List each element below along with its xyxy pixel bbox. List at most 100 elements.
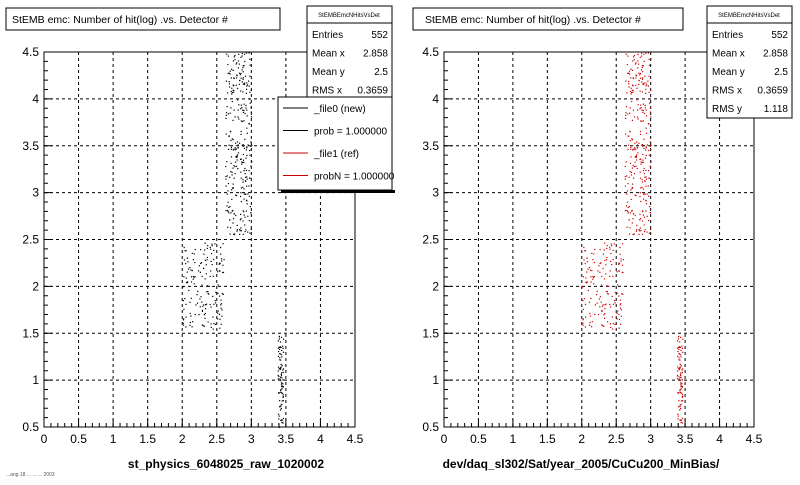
scatter-point [597,270,599,272]
scatter-point [183,318,185,320]
scatter-point [277,355,279,357]
scatter-point [643,53,645,55]
scatter-point [635,84,637,86]
scatter-point [639,230,641,232]
scatter-point [619,307,622,309]
scatter-point [637,144,639,146]
scatter-point [231,92,233,94]
scatter-point [679,367,681,370]
scatter-point [643,147,645,149]
scatter-point [620,315,622,317]
scatter-point [235,194,237,196]
scatter-point [192,321,194,323]
scatter-point [250,106,252,108]
scatter-point [235,84,237,86]
scatter-point [590,297,592,299]
scatter-point [193,283,195,285]
scatter-point [204,312,206,315]
scatter-point [616,312,618,314]
scatter-point [221,260,223,262]
scatter-point [237,67,239,69]
scatter-point [624,210,626,212]
scatter-point [280,391,282,393]
scatter-point [600,284,603,286]
scatter-point [678,346,680,349]
scatter-point [237,99,239,101]
scatter-point [632,89,634,91]
scatter-point [641,55,643,57]
scatter-point [585,316,587,318]
scatter-point [637,104,639,106]
scatter-point [281,422,283,424]
scatter-point [624,165,626,168]
left-stats-name: StEMBEmcNHitsVsDet [318,13,380,19]
scatter-point [282,369,284,371]
scatter-point [630,156,632,158]
scatter-point [680,420,682,422]
scatter-point [645,127,647,129]
scatter-point [642,111,644,113]
scatter-point [637,109,639,111]
scatter-point [242,179,244,181]
scatter-point [614,291,616,293]
scatter-point [581,286,584,288]
scatter-point [240,120,242,122]
scatter-point [589,312,591,314]
scatter-point [194,276,196,278]
scatter-point [648,58,650,60]
scatter-point [626,193,628,195]
scatter-point [648,195,650,197]
scatter-point [195,304,197,306]
scatter-point [237,146,239,149]
scatter-point [680,400,683,402]
scatter-point [641,179,643,181]
scatter-point [212,316,214,318]
scatter-point [239,233,241,235]
scatter-point [236,62,238,64]
scatter-point [680,388,682,390]
scatter-point [649,111,652,113]
scatter-point [619,304,621,306]
scatter-point [649,206,651,208]
scatter-point [240,187,242,189]
scatter-point [206,259,208,261]
y-tick-label: 0.5 [422,420,439,434]
scatter-point [678,335,680,337]
scatter-point [202,325,204,327]
scatter-point [582,308,584,310]
scatter-point [641,181,644,183]
scatter-point [631,167,633,169]
scatter-point [631,119,633,121]
scatter-point [593,276,595,279]
scatter-point [625,161,627,163]
scatter-point [589,324,591,326]
scatter-point [645,203,648,205]
legend-label: prob = 1.000000 [314,127,388,138]
scatter-point [187,281,189,283]
scatter-point [680,382,682,384]
scatter-point [582,322,584,324]
scatter-point [225,112,228,114]
scatter-point [642,198,645,200]
scatter-point [241,163,243,165]
scatter-point [613,243,615,245]
scatter-point [642,145,644,147]
right-stats-rows: Entries 552 Mean x 2.858 Mean y 2.5 RMS x 0.365… [712,30,788,115]
scatter-point [210,270,212,272]
scatter-point [646,215,648,217]
scatter-point [645,178,648,180]
scatter-point [631,187,633,189]
scatter-point [230,146,232,148]
scatter-point [645,85,647,87]
scatter-point [244,167,246,170]
scatter-point [587,289,589,292]
scatter-point [680,419,682,421]
scatter-point [235,77,238,79]
scatter-point [204,317,206,319]
scatter-point [680,377,682,379]
scatter-point [614,323,616,325]
scatter-point [251,144,253,146]
scatter-point [588,267,591,269]
scatter-point [242,91,244,93]
